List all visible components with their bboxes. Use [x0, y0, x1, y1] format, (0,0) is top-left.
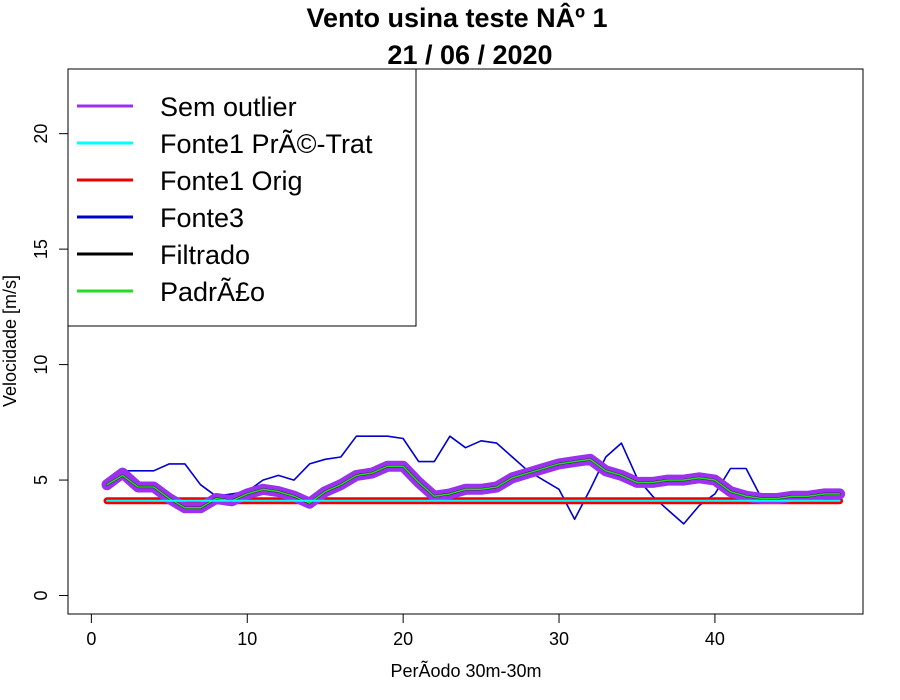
legend-label: PadrÃ£o: [160, 276, 265, 307]
x-tick-label: 10: [237, 629, 257, 649]
legend-item-fonte1-orig: Fonte1 Orig: [77, 166, 303, 196]
series-line-fonte3: [106, 435, 841, 525]
legend-label: Fonte1 Orig: [160, 166, 303, 196]
y-tick-label: 5: [31, 475, 51, 485]
y-tick-label: 10: [31, 355, 51, 375]
legend-item-filtrado: Filtrado: [77, 240, 250, 270]
legend-item-sem-outlier: Sem outlier: [77, 92, 297, 122]
y-tick-label: 20: [31, 124, 51, 144]
series-layer: [101, 435, 846, 525]
y-axis-label: Velocidade [m/s]: [0, 275, 20, 407]
plot-frame: [67, 68, 864, 615]
legend-label: Fonte1 PrÃ©-Trat: [160, 128, 373, 159]
x-axis-label: PerÃ­odo 30m-30m: [390, 660, 541, 681]
x-tick-label: 40: [705, 629, 725, 649]
y-tick-label: 15: [31, 239, 51, 259]
x-tick-label: 30: [549, 629, 569, 649]
legend-label: Sem outlier: [160, 92, 297, 122]
chart-title: Vento usina teste NÂº 1: [307, 2, 608, 33]
x-tick-label: 20: [393, 629, 413, 649]
legend-item-padra-o: PadrÃ£o: [77, 276, 265, 307]
legend-label: Fonte3: [160, 203, 244, 233]
x-tick-label: 0: [86, 629, 96, 649]
legend: Sem outlier Fonte1 PrÃ©-Trat Fonte1 Orig Fo…: [67, 68, 417, 327]
chart-subtitle: 21 / 06 / 2020: [387, 40, 552, 70]
y-tick-label: 0: [31, 591, 51, 601]
legend-item-fonte1-pra-trat: Fonte1 PrÃ©-Trat: [77, 128, 373, 159]
legend-item-fonte3: Fonte3: [77, 203, 244, 233]
legend-label: Filtrado: [160, 240, 250, 270]
legend-box: [67, 68, 417, 327]
